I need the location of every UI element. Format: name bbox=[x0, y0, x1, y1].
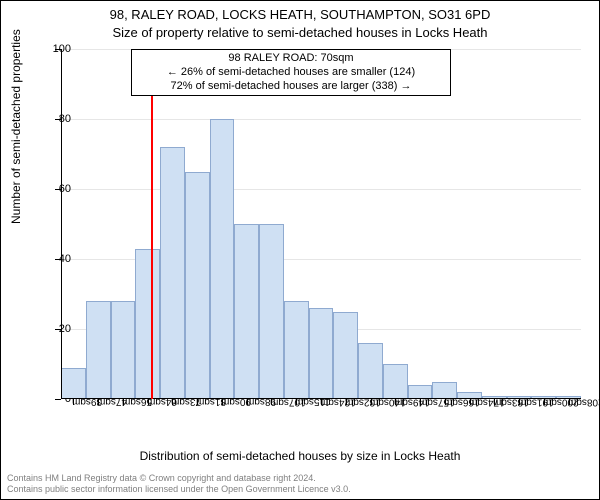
histogram-bar bbox=[259, 224, 284, 399]
y-tick-label: 60 bbox=[41, 183, 71, 195]
histogram-bar bbox=[432, 382, 457, 400]
y-tick-label: 20 bbox=[41, 323, 71, 335]
histogram-bar bbox=[135, 249, 160, 400]
histogram-bar bbox=[408, 385, 433, 399]
x-axis-label: Distribution of semi-detached houses by … bbox=[1, 449, 599, 463]
marker-line bbox=[151, 49, 153, 399]
footer-line-1: Contains HM Land Registry data © Crown c… bbox=[7, 473, 351, 484]
histogram-bar bbox=[234, 224, 259, 399]
y-tick-label: 100 bbox=[41, 43, 71, 55]
histogram-bar bbox=[86, 301, 111, 399]
info-box: 98 RALEY ROAD: 70sqm ← 26% of semi-detac… bbox=[131, 49, 451, 96]
histogram-bar bbox=[284, 301, 309, 399]
x-axis bbox=[61, 398, 581, 399]
chart-container: 98, RALEY ROAD, LOCKS HEATH, SOUTHAMPTON… bbox=[0, 0, 600, 500]
histogram-bar bbox=[309, 308, 334, 399]
histogram-bar bbox=[383, 364, 408, 399]
title-subtitle: Size of property relative to semi-detach… bbox=[1, 25, 599, 40]
y-tick-label: 80 bbox=[41, 113, 71, 125]
y-tick-label: 40 bbox=[41, 253, 71, 265]
histogram-bar bbox=[61, 368, 86, 400]
gridline bbox=[61, 119, 581, 120]
y-axis-label: Number of semi-detached properties bbox=[9, 29, 23, 224]
info-line-2: ← 26% of semi-detached houses are smalle… bbox=[136, 66, 446, 80]
histogram-bar bbox=[160, 147, 185, 399]
gridline bbox=[61, 189, 581, 190]
histogram-bar bbox=[358, 343, 383, 399]
footer-line-2: Contains public sector information licen… bbox=[7, 484, 351, 495]
plot-area bbox=[61, 49, 581, 399]
histogram-bar bbox=[111, 301, 136, 399]
info-line-1: 98 RALEY ROAD: 70sqm bbox=[136, 52, 446, 66]
histogram-bar bbox=[333, 312, 358, 400]
y-axis bbox=[61, 49, 62, 399]
histogram-bar bbox=[185, 172, 210, 400]
histogram-bar bbox=[210, 119, 235, 399]
footer-attribution: Contains HM Land Registry data © Crown c… bbox=[7, 473, 351, 495]
info-line-3: 72% of semi-detached houses are larger (… bbox=[136, 80, 446, 94]
title-address: 98, RALEY ROAD, LOCKS HEATH, SOUTHAMPTON… bbox=[1, 7, 599, 22]
